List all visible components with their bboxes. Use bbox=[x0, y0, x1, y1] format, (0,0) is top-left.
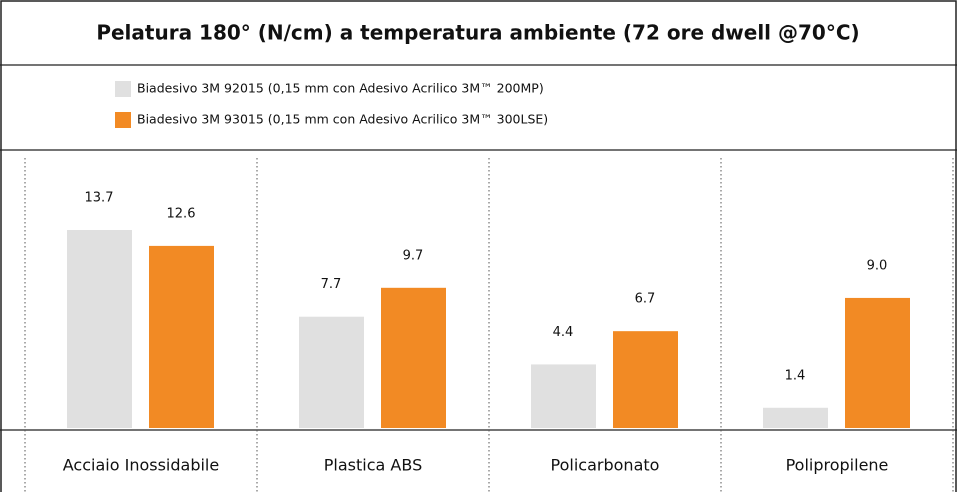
value-label: 9.7 bbox=[403, 248, 424, 263]
bar bbox=[763, 408, 828, 428]
bar bbox=[299, 317, 364, 428]
value-label: 1.4 bbox=[785, 368, 806, 383]
legend-label: Biadesivo 3M 93015 (0,15 mm con Adesivo … bbox=[137, 112, 548, 127]
bar bbox=[845, 298, 910, 428]
bar bbox=[531, 364, 596, 428]
x-tick-label: Plastica ABS bbox=[324, 456, 422, 475]
value-label: 13.7 bbox=[85, 191, 114, 206]
page: {"chart_data": {"type": "bar", "title": … bbox=[0, 0, 957, 492]
bar bbox=[381, 288, 446, 428]
legend-label: Biadesivo 3M 92015 (0,15 mm con Adesivo … bbox=[137, 81, 544, 96]
value-label: 7.7 bbox=[321, 277, 342, 292]
bar bbox=[613, 331, 678, 428]
chart: Pelatura 180° (N/cm) a temperatura ambie… bbox=[0, 0, 957, 492]
value-label: 12.6 bbox=[167, 206, 196, 221]
x-tick-label: Acciaio Inossidabile bbox=[63, 456, 219, 475]
value-label: 9.0 bbox=[867, 258, 888, 273]
value-label: 4.4 bbox=[553, 325, 574, 340]
bar bbox=[67, 230, 132, 428]
bar bbox=[149, 246, 214, 428]
value-label: 6.7 bbox=[635, 292, 656, 307]
legend-swatch bbox=[115, 81, 131, 97]
legend-swatch bbox=[115, 112, 131, 128]
x-tick-label: Polipropilene bbox=[786, 456, 889, 475]
chart-title: Pelatura 180° (N/cm) a temperatura ambie… bbox=[96, 21, 859, 45]
x-tick-label: Policarbonato bbox=[551, 456, 660, 475]
